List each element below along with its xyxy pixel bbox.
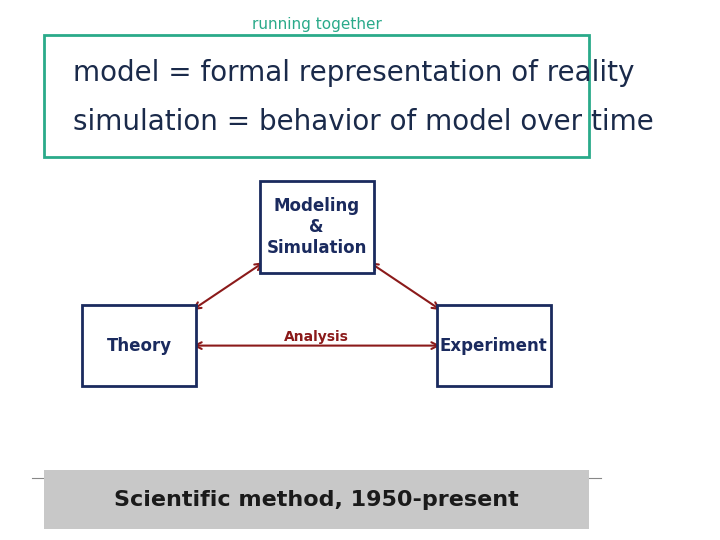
FancyBboxPatch shape [45, 35, 589, 157]
FancyBboxPatch shape [437, 305, 551, 386]
Text: Theory: Theory [107, 336, 172, 355]
FancyBboxPatch shape [260, 181, 374, 273]
Text: simulation = behavior of model over time: simulation = behavior of model over time [73, 107, 654, 136]
Text: Experiment: Experiment [440, 336, 548, 355]
Text: running together: running together [251, 17, 382, 32]
Text: Analysis: Analysis [284, 330, 349, 345]
Text: Scientific method, 1950-present: Scientific method, 1950-present [114, 489, 519, 510]
FancyBboxPatch shape [45, 470, 589, 529]
Text: model = formal representation of reality: model = formal representation of reality [73, 59, 634, 87]
Text: Modeling
&
Simulation: Modeling & Simulation [266, 197, 366, 256]
FancyBboxPatch shape [82, 305, 197, 386]
